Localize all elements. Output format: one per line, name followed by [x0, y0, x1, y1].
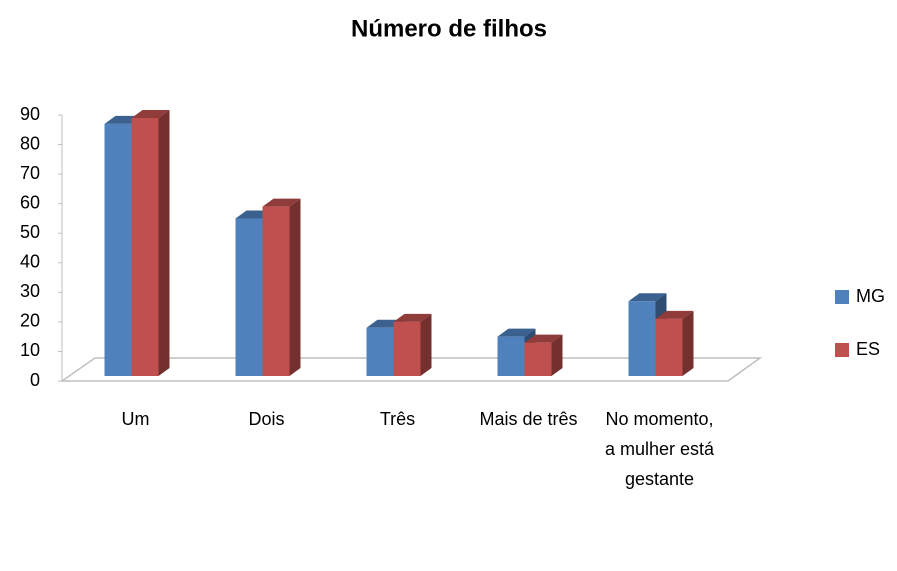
bar-face — [420, 313, 432, 376]
legend-swatch — [835, 343, 849, 357]
bar-face — [235, 218, 263, 376]
bar-face — [131, 117, 159, 376]
y-tick-label: 40 — [20, 252, 40, 272]
bar — [655, 310, 694, 376]
bar-face — [104, 123, 132, 376]
bar-face — [628, 301, 656, 376]
y-tick-label: 20 — [20, 311, 40, 331]
y-tick-label: 10 — [20, 340, 40, 360]
y-tick-label: 30 — [20, 281, 40, 301]
y-tick-label: 70 — [20, 163, 40, 183]
legend-label: ES — [856, 339, 880, 359]
y-tick-label: 60 — [20, 192, 40, 212]
legend-label: MG — [856, 286, 885, 306]
bar — [262, 198, 301, 376]
bar-face — [497, 336, 525, 376]
x-tick-label: Dois — [248, 409, 285, 429]
bar-face — [497, 328, 536, 337]
bar-face — [289, 198, 301, 376]
floor — [59, 357, 763, 382]
bar — [131, 109, 170, 376]
bar-face — [551, 334, 563, 376]
x-tick-label: Três — [379, 409, 416, 429]
bar-face — [262, 198, 301, 207]
legend-swatch — [835, 290, 849, 304]
bar-face — [655, 310, 694, 319]
bar — [524, 334, 563, 376]
bar-face — [366, 327, 394, 376]
y-tick-label: 80 — [20, 133, 40, 153]
bar-face — [393, 321, 421, 376]
bar-face — [131, 109, 170, 118]
bar-face — [524, 342, 552, 376]
bar-face — [393, 313, 432, 322]
bar — [393, 313, 432, 376]
bar-face — [158, 109, 170, 376]
chart-title: Número de filhos — [351, 15, 547, 42]
x-tick-label: No momento, a mulher está gestante — [604, 409, 715, 489]
x-tick-label: Um — [121, 409, 150, 429]
y-tick-label: 50 — [20, 222, 40, 242]
x-tick-label: Mais de três — [479, 409, 578, 429]
bar-face — [655, 318, 683, 376]
bar-face — [262, 206, 290, 376]
y-tick-label: 0 — [30, 370, 40, 390]
bar-face — [524, 334, 563, 343]
bar-face — [628, 293, 667, 302]
y-tick-label: 90 — [20, 104, 40, 124]
bar-face — [682, 310, 694, 376]
